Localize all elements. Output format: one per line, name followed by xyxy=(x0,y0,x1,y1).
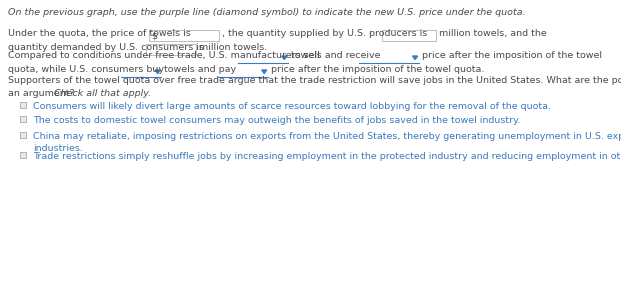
Bar xyxy=(20,152,26,158)
Bar xyxy=(150,30,219,41)
Text: China may retaliate, imposing restrictions on exports from the United States, th: China may retaliate, imposing restrictio… xyxy=(33,132,621,141)
Text: price after the imposition of the towel quota.: price after the imposition of the towel … xyxy=(268,65,484,74)
Text: quota, while U.S. consumers buy: quota, while U.S. consumers buy xyxy=(8,65,167,74)
Polygon shape xyxy=(155,70,160,73)
Text: Compared to conditions under free trade, U.S. manufacturers sell: Compared to conditions under free trade,… xyxy=(8,51,323,60)
Text: Trade restrictions simply reshuffle jobs by increasing employment in the protect: Trade restrictions simply reshuffle jobs… xyxy=(33,152,621,161)
Text: million towels.: million towels. xyxy=(196,43,267,52)
Text: On the previous graph, use the purple line (diamond symbol) to indicate the new : On the previous graph, use the purple li… xyxy=(8,8,525,17)
Text: Under the quota, the price of towels is: Under the quota, the price of towels is xyxy=(8,29,194,38)
Text: quantity demanded by U.S. consumers is: quantity demanded by U.S. consumers is xyxy=(8,43,207,52)
Text: Consumers will likely divert large amounts of scarce resources toward lobbying f: Consumers will likely divert large amoun… xyxy=(33,102,551,111)
Text: towels and pay: towels and pay xyxy=(161,65,239,74)
Bar xyxy=(146,44,196,55)
Bar xyxy=(20,116,26,122)
Text: Supporters of the towel quota over free trade argue that the trade restriction w: Supporters of the towel quota over free … xyxy=(8,76,621,85)
Polygon shape xyxy=(282,56,287,59)
Polygon shape xyxy=(261,70,267,73)
Text: million towels, and the: million towels, and the xyxy=(436,29,547,38)
Bar xyxy=(382,30,436,41)
Text: towels and receive: towels and receive xyxy=(288,51,383,60)
Text: an argument?: an argument? xyxy=(8,89,78,98)
Bar xyxy=(20,132,26,138)
Bar xyxy=(20,102,26,108)
Text: industries.: industries. xyxy=(33,144,83,153)
Polygon shape xyxy=(412,56,417,59)
Text: Check all that apply.: Check all that apply. xyxy=(54,89,151,98)
Text: $: $ xyxy=(152,31,158,40)
Text: The costs to domestic towel consumers may outweigh the benefits of jobs saved in: The costs to domestic towel consumers ma… xyxy=(33,116,520,125)
Text: price after the imposition of the towel: price after the imposition of the towel xyxy=(419,51,602,60)
Text: , the quantity supplied by U.S. producers is: , the quantity supplied by U.S. producer… xyxy=(219,29,431,38)
